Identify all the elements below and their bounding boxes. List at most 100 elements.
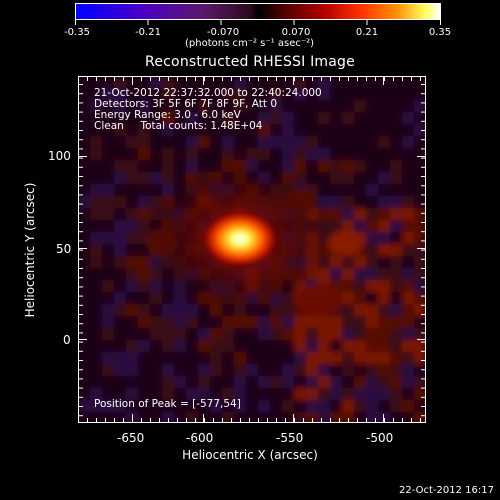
image-pixel: [150, 304, 162, 316]
image-pixel: [402, 268, 414, 280]
image-pixel: [114, 196, 126, 208]
image-pixel: [402, 244, 414, 256]
image-pixel: [306, 112, 318, 124]
image-pixel: [282, 328, 294, 340]
image-pixel: [174, 124, 186, 136]
footer-date: 22-Oct-2012 16:17: [399, 485, 494, 496]
image-pixel: [306, 136, 318, 148]
image-pixel: [234, 376, 246, 388]
image-pixel: [366, 160, 378, 172]
image-pixel: [90, 400, 102, 412]
image-pixel: [282, 400, 294, 412]
image-pixel: [402, 76, 414, 88]
image-pixel: [258, 328, 270, 340]
image-pixel: [414, 376, 426, 388]
image-pixel: [330, 148, 342, 160]
image-pixel: [318, 136, 330, 148]
image-pixel: [294, 100, 306, 112]
image-pixel: [390, 352, 402, 364]
image-pixel: [186, 160, 198, 172]
image-pixel: [270, 88, 282, 100]
image-pixel: [342, 220, 354, 232]
image-pixel: [162, 412, 174, 423]
image-pixel: [390, 316, 402, 328]
image-pixel: [210, 364, 222, 376]
image-pixel: [354, 340, 366, 352]
image-pixel: [378, 304, 390, 316]
image-pixel: [414, 136, 426, 148]
image-pixel: [126, 280, 138, 292]
image-pixel: [318, 124, 330, 136]
image-pixel: [342, 328, 354, 340]
image-pixel: [138, 340, 150, 352]
image-pixel: [114, 124, 126, 136]
image-pixel: [150, 124, 162, 136]
image-pixel: [222, 388, 234, 400]
image-pixel: [306, 340, 318, 352]
image-pixel: [198, 316, 210, 328]
image-pixel: [402, 148, 414, 160]
image-pixel: [90, 88, 102, 100]
image-pixel: [282, 160, 294, 172]
image-pixel: [306, 76, 318, 88]
image-pixel: [138, 160, 150, 172]
image-pixel: [174, 376, 186, 388]
image-pixel: [102, 280, 114, 292]
image-pixel: [222, 112, 234, 124]
image-pixel: [366, 184, 378, 196]
image-pixel: [342, 208, 354, 220]
image-pixel: [414, 100, 426, 112]
image-pixel: [114, 412, 126, 423]
image-pixel: [150, 88, 162, 100]
image-pixel: [354, 268, 366, 280]
image-pixel: [162, 304, 174, 316]
image-pixel: [126, 112, 138, 124]
image-pixel: [198, 100, 210, 112]
image-pixel: [174, 388, 186, 400]
image-pixel: [414, 412, 426, 423]
image-pixel: [270, 328, 282, 340]
image-pixel: [282, 412, 294, 423]
image-pixel: [330, 100, 342, 112]
image-pixel: [414, 208, 426, 220]
image-pixel: [342, 196, 354, 208]
image-pixel: [366, 244, 378, 256]
image-pixel: [258, 100, 270, 112]
image-pixel: [306, 124, 318, 136]
image-pixel: [330, 88, 342, 100]
image-pixel: [234, 364, 246, 376]
image-pixel: [366, 268, 378, 280]
image-pixel: [90, 172, 102, 184]
image-pixel: [390, 412, 402, 423]
image-pixel: [222, 400, 234, 412]
x-axis-label: Heliocentric X (arcsec): [182, 448, 318, 462]
image-pixel: [402, 160, 414, 172]
image-pixel: [330, 256, 342, 268]
image-pixel: [402, 112, 414, 124]
image-pixel: [102, 88, 114, 100]
image-pixel: [126, 268, 138, 280]
image-pixel: [174, 160, 186, 172]
image-pixel: [102, 112, 114, 124]
x-tick-label: -550: [276, 431, 304, 445]
image-pixel: [270, 352, 282, 364]
image-pixel: [210, 376, 222, 388]
axis-ticks: [79, 77, 425, 422]
image-pixel: [414, 244, 426, 256]
image-pixel: [366, 88, 378, 100]
image-pixel: [330, 76, 342, 88]
image-pixel: [138, 184, 150, 196]
image-pixel: [150, 160, 162, 172]
colorbar-tick-label: -0.35: [64, 27, 90, 38]
image-pixel: [330, 340, 342, 352]
image-pixel: [306, 388, 318, 400]
image-pixel: [342, 316, 354, 328]
image-pixel: [234, 148, 246, 160]
image-pixel: [222, 376, 234, 388]
image-pixel: [78, 256, 90, 268]
image-pixel: [138, 388, 150, 400]
image-pixel: [210, 112, 222, 124]
image-pixel: [282, 100, 294, 112]
image-pixel: [186, 304, 198, 316]
image-pixel: [126, 124, 138, 136]
